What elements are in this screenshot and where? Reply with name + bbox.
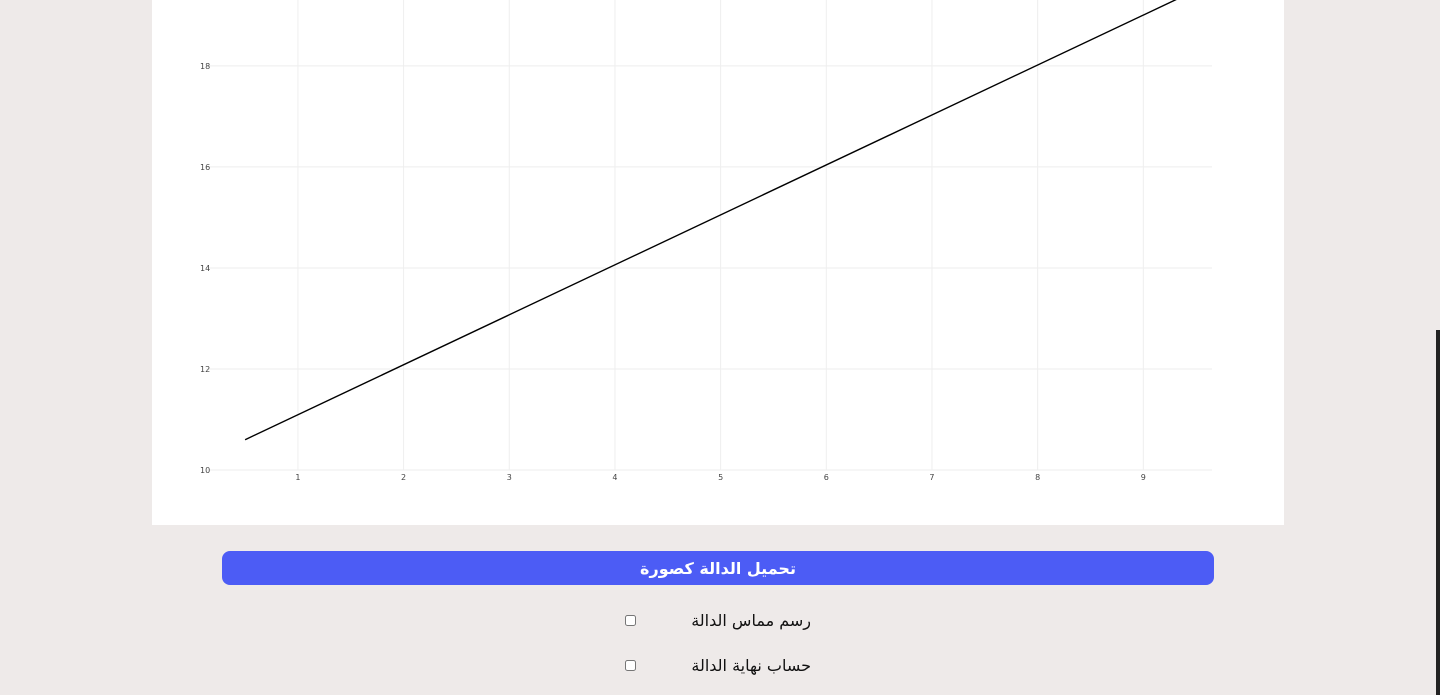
tangent-label: رسم مماس الدالة [691,611,811,630]
y-tick-label: 14 [200,264,210,273]
option-tangent-row[interactable]: رسم مماس الدالة [620,610,820,634]
x-tick-label: 9 [1141,473,1146,482]
y-tick-label: 12 [200,365,210,374]
x-tick-label: 3 [507,473,512,482]
function-line [244,0,1177,441]
option-limit-row[interactable]: حساب نهاية الدالة [620,655,820,679]
x-tick-label: 2 [401,473,406,482]
limit-label: حساب نهاية الدالة [691,656,811,675]
y-tick-label: 16 [200,163,210,172]
function-plot[interactable]: 1 2 3 4 5 6 7 8 9 10 12 14 16 18 [152,0,1284,525]
x-tick-label: 4 [612,473,617,482]
download-function-image-button[interactable]: تحميل الدالة كصورة [222,551,1214,585]
x-tick-label: 6 [824,473,829,482]
x-tick-label: 7 [929,473,934,482]
y-tick-label: 10 [200,466,210,475]
x-tick-label: 5 [718,473,723,482]
y-tick-label: 18 [200,62,210,71]
x-tick-label: 8 [1035,473,1040,482]
limit-checkbox[interactable] [625,660,636,671]
tangent-checkbox[interactable] [625,615,636,626]
x-tick-label: 1 [295,473,300,482]
scrollbar-thumb[interactable] [1436,330,1440,695]
